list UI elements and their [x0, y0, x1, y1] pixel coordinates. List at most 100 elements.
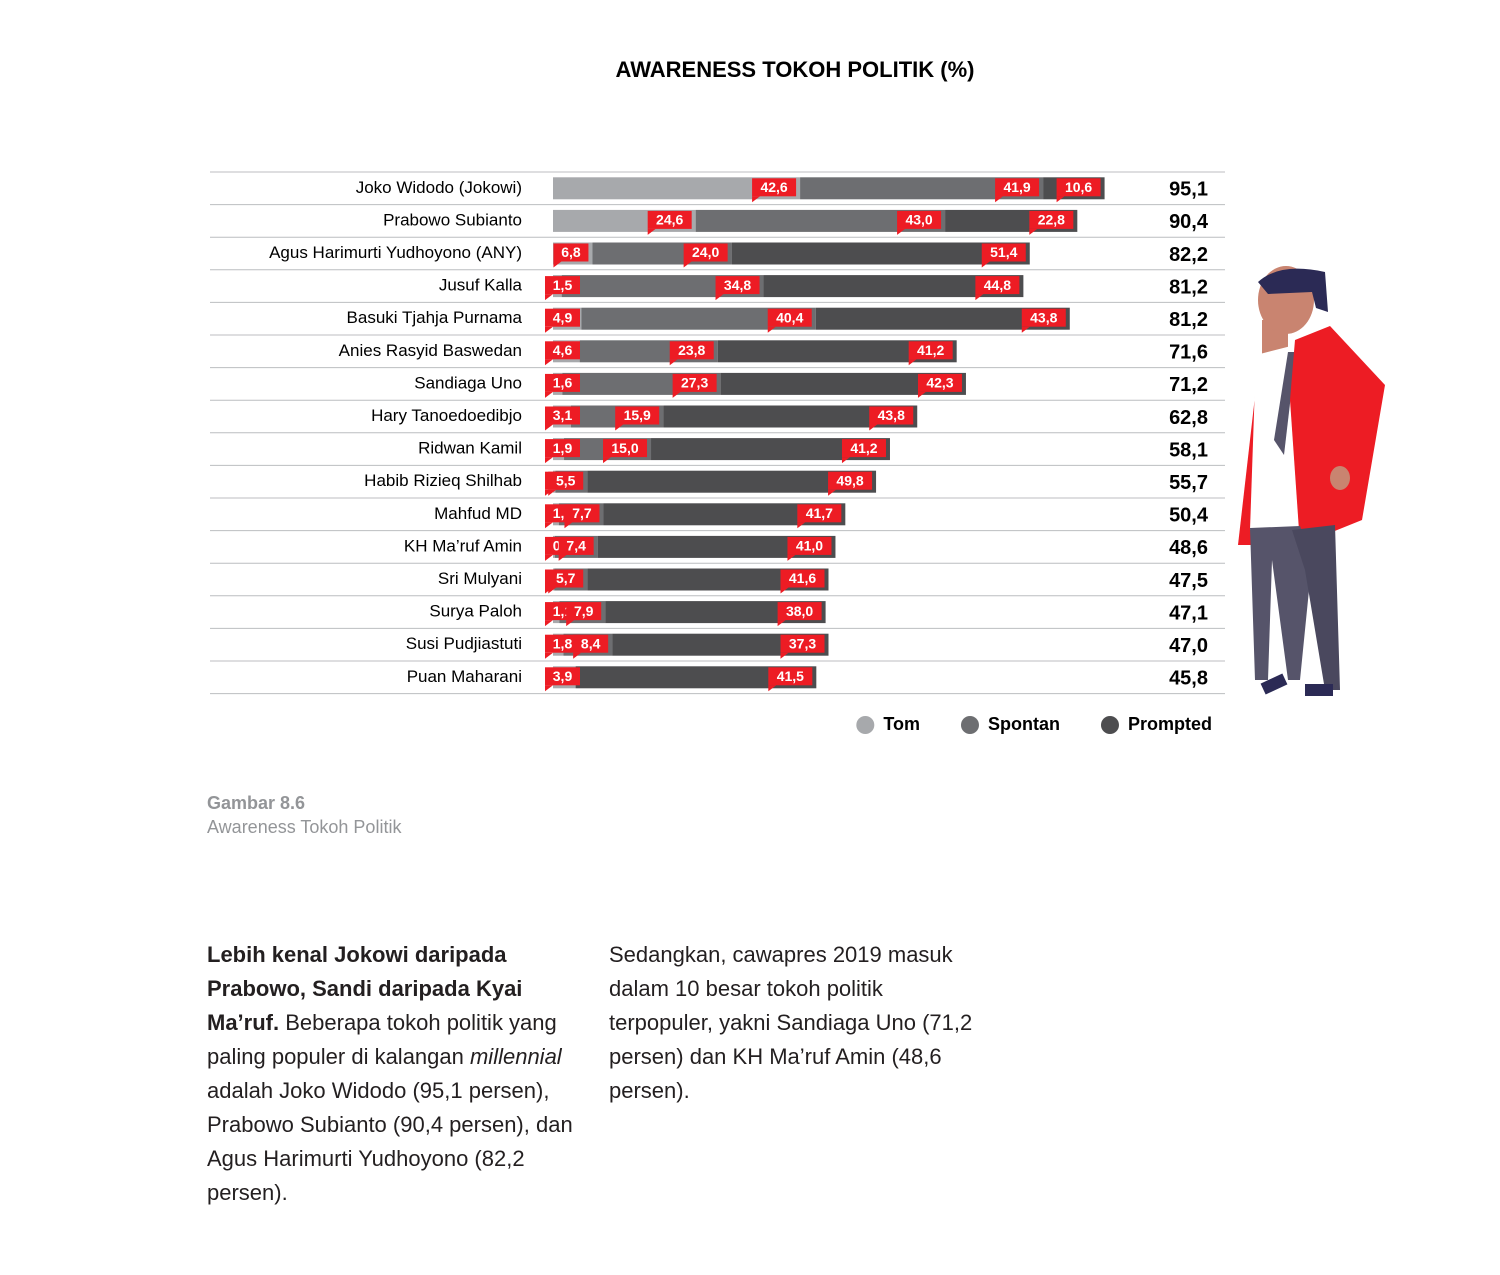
- total-label: 90,4: [1169, 211, 1209, 233]
- value-label: 42,3: [926, 375, 953, 391]
- value-label-box: [545, 667, 580, 686]
- bar-segment: [575, 666, 817, 689]
- value-label-box: [545, 308, 580, 327]
- article-left: Lebih kenal Jokowi daripada Prabowo, San…: [207, 938, 587, 1210]
- value-label-tag: [545, 685, 553, 692]
- value-label: 41,0: [796, 538, 823, 554]
- value-label-box: [780, 569, 825, 588]
- bar-segment: [597, 535, 836, 558]
- value-label-box: [564, 504, 600, 523]
- bar-segment: [612, 633, 829, 656]
- value-label-box: [683, 243, 728, 262]
- total-label: 48,6: [1169, 537, 1208, 559]
- category-label: Agus Harimurti Yudhoyono (ANY): [269, 243, 522, 262]
- value-label-box: [752, 178, 797, 197]
- value-label-box: [545, 439, 580, 458]
- value-label: 10,6: [1065, 179, 1092, 195]
- category-label: Jusuf Kalla: [439, 276, 523, 295]
- value-label-tag: [672, 391, 681, 398]
- value-label: 7,7: [572, 505, 592, 521]
- value-label: 41,2: [917, 342, 944, 358]
- value-label-tag: [752, 196, 761, 203]
- value-label-tag: [573, 652, 582, 659]
- value-label: 34,8: [724, 277, 751, 293]
- value-label-box: [1029, 210, 1074, 229]
- value-label: 41,5: [777, 668, 804, 684]
- total-label: 45,8: [1169, 668, 1208, 690]
- value-label-tag: [1056, 196, 1065, 203]
- bar-segment: [587, 568, 829, 591]
- value-label-tag: [869, 424, 878, 431]
- category-label: KH Ma’ruf Amin: [404, 536, 522, 555]
- article-text: Beberapa tokoh politik yang paling popul…: [207, 1010, 557, 1069]
- category-label: Anies Rasyid Baswedan: [339, 341, 522, 360]
- bar-segment: [561, 275, 764, 298]
- value-label-tag: [787, 554, 796, 561]
- category-label: Puan Maharani: [407, 667, 522, 686]
- value-label-tag: [545, 294, 553, 301]
- value-label-box: [548, 569, 584, 588]
- bar-segment: [815, 307, 1070, 330]
- legend-label: Spontan: [988, 714, 1060, 734]
- bar-segment: [763, 275, 1024, 298]
- value-label-tag: [908, 359, 917, 366]
- value-label-box: [995, 178, 1040, 197]
- value-label: 41,6: [789, 570, 816, 586]
- value-label-box: [545, 276, 580, 295]
- value-label-tag: [553, 261, 562, 268]
- value-label-box: [672, 373, 717, 392]
- value-label-tag: [545, 554, 553, 561]
- value-label-box: [897, 210, 942, 229]
- value-label-box: [1056, 178, 1101, 197]
- value-label: 15,9: [624, 407, 651, 423]
- value-label-box: [545, 634, 580, 653]
- value-label: 43,0: [905, 212, 932, 228]
- value-label: 15,0: [611, 440, 638, 456]
- value-label: 41,7: [806, 505, 833, 521]
- value-label-box: [828, 471, 873, 490]
- category-label: Habib Rizieq Shilhab: [364, 471, 522, 490]
- bar-segment: [720, 372, 966, 395]
- category-label: Sri Mulyani: [438, 569, 522, 588]
- value-label-tag: [545, 522, 553, 529]
- chart: AWARENESS TOKOH POLITIK (%) Joko Widodo …: [210, 57, 1385, 734]
- total-label: 58,1: [1169, 439, 1208, 461]
- value-label: 41,2: [850, 440, 877, 456]
- category-label: Prabowo Subianto: [383, 210, 522, 229]
- value-label-box: [573, 634, 609, 653]
- value-label-box: [1021, 308, 1066, 327]
- value-label: 8,4: [581, 635, 601, 651]
- bar-segment: [731, 242, 1030, 265]
- value-label-tag: [545, 326, 553, 333]
- value-label-box: [615, 406, 660, 425]
- legend-label: Tom: [883, 714, 920, 734]
- value-label-tag: [603, 457, 612, 464]
- legend-swatch: [960, 716, 979, 734]
- value-label-tag: [780, 652, 789, 659]
- value-label: 5,7: [556, 570, 576, 586]
- total-label: 47,0: [1169, 635, 1208, 657]
- bar-segment: [553, 177, 801, 200]
- category-label: Ridwan Kamil: [418, 439, 522, 458]
- value-label-box: [975, 276, 1020, 295]
- value-label-box: [548, 471, 584, 490]
- value-label: 1,5: [553, 277, 573, 293]
- value-label: 4,9: [553, 309, 573, 325]
- value-label: 7,9: [574, 603, 594, 619]
- bar-segment: [603, 503, 846, 526]
- article-emphasis: millennial: [469, 1044, 562, 1069]
- value-label: 24,6: [656, 212, 683, 228]
- bar-segment: [717, 340, 957, 363]
- value-label-box: [869, 406, 914, 425]
- illustration: [1238, 266, 1385, 696]
- value-label-tag: [797, 522, 806, 529]
- value-label-tag: [669, 359, 678, 366]
- article-lead: Lebih kenal Jokowi daripada Prabowo, San…: [207, 942, 523, 1035]
- value-label-box: [566, 602, 602, 621]
- value-label: 43,8: [1030, 309, 1057, 325]
- caption-number: Gambar 8.6: [207, 793, 306, 813]
- value-label: 37,3: [789, 635, 816, 651]
- value-label: 5,5: [556, 472, 576, 488]
- value-label-tag: [545, 391, 553, 398]
- value-label: 22,8: [1038, 212, 1065, 228]
